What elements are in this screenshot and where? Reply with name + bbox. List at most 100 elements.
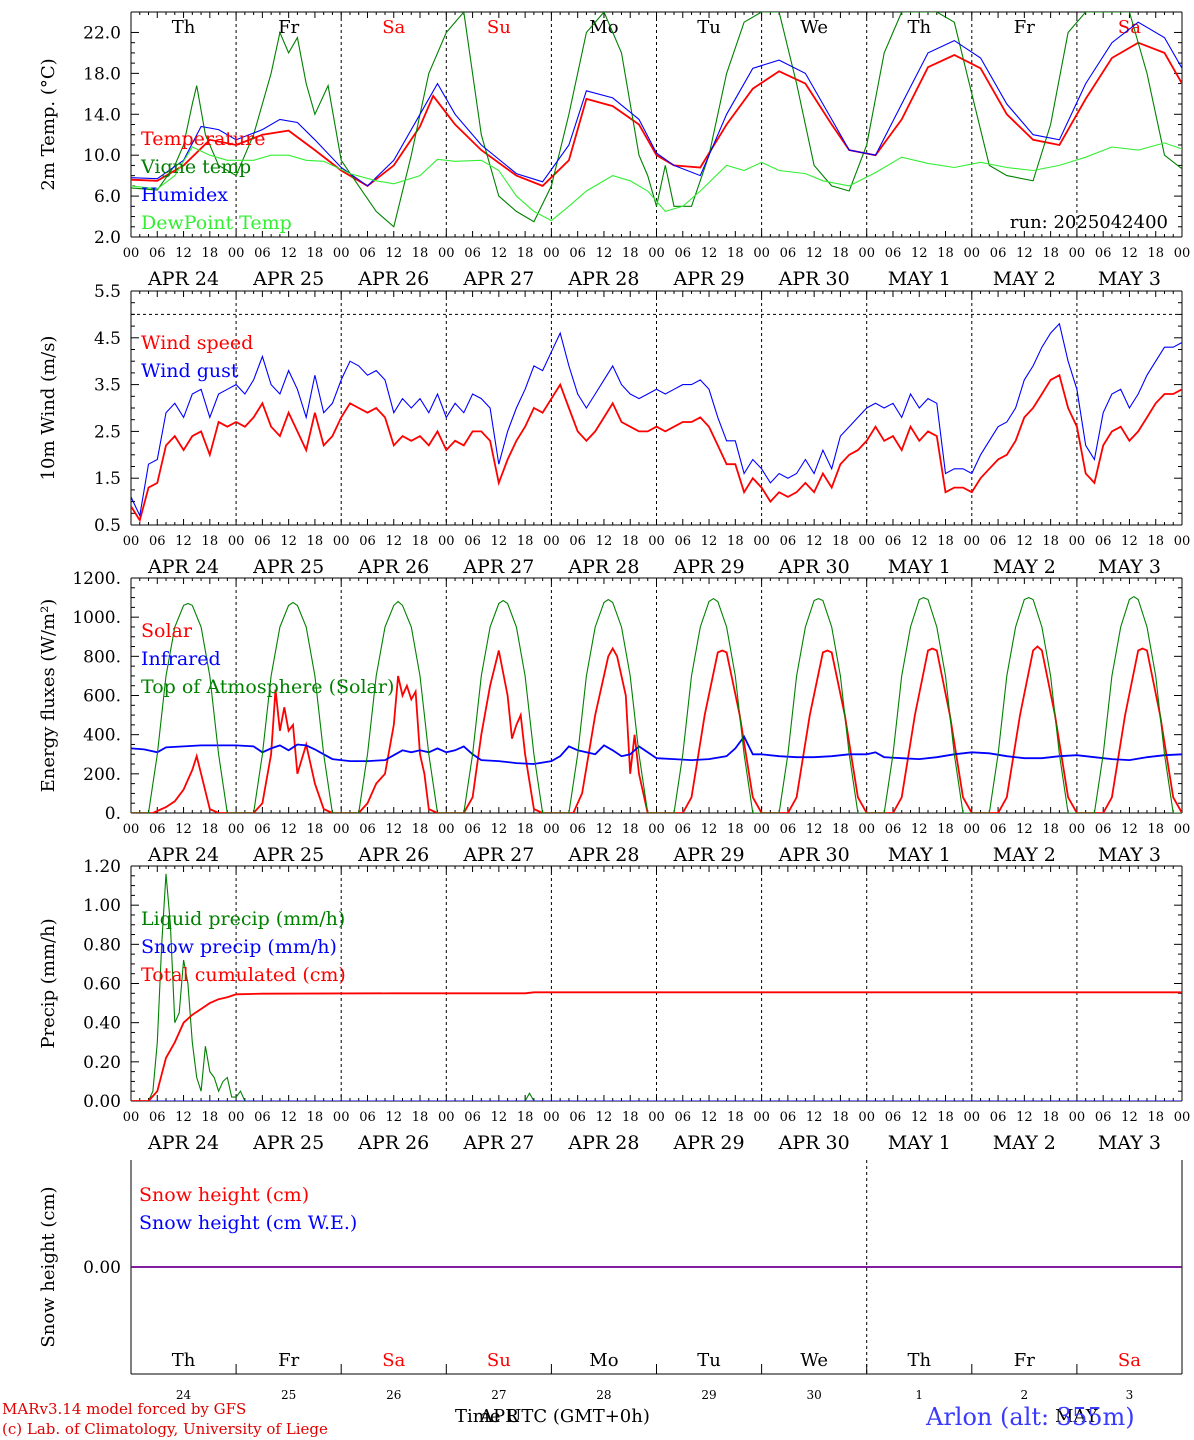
hour-tick-label: 06 xyxy=(569,534,586,549)
hour-tick-label: 00 xyxy=(228,534,245,549)
panel-4: 0.00 0.20 0.40 0.60 0.80 1.00 1.20 00 06 12 18 00 06… xyxy=(38,857,1190,1154)
hour-tick-label: 12 xyxy=(491,246,508,261)
hour-tick-label: 00 xyxy=(543,534,560,549)
y-tick-label: 800. xyxy=(83,647,121,667)
hour-tick-label: 00 xyxy=(964,1110,981,1125)
date-label: MAY 1 xyxy=(888,268,951,290)
hour-tick-label: 18 xyxy=(727,1110,744,1125)
legend-entry: Temperature xyxy=(141,128,265,150)
date-label: MAY 1 xyxy=(888,556,951,578)
hour-tick-label: 00 xyxy=(964,822,981,837)
station-label: Arlon (alt: 355m) xyxy=(926,1403,1135,1431)
hour-tick-label: 12 xyxy=(1121,534,1138,549)
hour-tick-label: 12 xyxy=(911,822,928,837)
weekday-label: Sa xyxy=(382,1350,405,1371)
date-label: APR 30 xyxy=(778,844,850,866)
y-tick-label: 3.5 xyxy=(94,376,121,396)
y-axis-label: 10m Wind (m/s) xyxy=(38,336,59,481)
hour-tick-label: 12 xyxy=(491,822,508,837)
legend-entry: DewPoint Temp xyxy=(141,212,292,234)
series-line-humidex xyxy=(131,21,1182,187)
hour-tick-label: 12 xyxy=(806,822,823,837)
hour-tick-label: 12 xyxy=(596,822,613,837)
legend-entry: Humidex xyxy=(141,184,228,206)
hour-tick-label: 06 xyxy=(1095,822,1112,837)
hour-tick-label: 18 xyxy=(307,534,324,549)
hour-tick-label: 12 xyxy=(596,1110,613,1125)
hour-tick-label: 12 xyxy=(1121,822,1138,837)
y-tick-label: 2.0 xyxy=(94,228,121,248)
y-tick-label: 0.80 xyxy=(83,935,121,955)
y-tick-label: 0.00 xyxy=(83,1258,121,1278)
date-label: MAY 2 xyxy=(993,556,1056,578)
hour-tick-label: 00 xyxy=(858,246,875,261)
hour-tick-label: 06 xyxy=(359,1110,376,1125)
hour-tick-label: 06 xyxy=(990,1110,1007,1125)
hour-tick-label: 12 xyxy=(1016,822,1033,837)
hour-tick-label: 18 xyxy=(937,1110,954,1125)
hour-tick-label: 18 xyxy=(1042,1110,1059,1125)
hour-tick-label: 18 xyxy=(1147,246,1164,261)
date-label: APR 25 xyxy=(252,556,324,578)
date-label: MAY 3 xyxy=(1098,556,1161,578)
weekday-label: We xyxy=(800,17,828,38)
hour-tick-label: 12 xyxy=(596,534,613,549)
legend-entry: Top of Atmosphere (Solar) xyxy=(141,676,394,698)
hour-tick-label: 18 xyxy=(832,246,849,261)
x-axis-title: Time UTC (GMT+0h) xyxy=(455,1406,650,1427)
hour-tick-label: 12 xyxy=(491,1110,508,1125)
hour-tick-label: 12 xyxy=(491,534,508,549)
hour-tick-label: 18 xyxy=(937,534,954,549)
hour-tick-label: 18 xyxy=(622,822,639,837)
hour-tick-label: 06 xyxy=(1095,1110,1112,1125)
weekday-label: Th xyxy=(172,17,196,38)
date-label: APR 27 xyxy=(462,844,534,866)
y-tick-label: 0.40 xyxy=(83,1014,121,1034)
date-label: APR 27 xyxy=(462,268,534,290)
hour-tick-label: 12 xyxy=(911,1110,928,1125)
hour-tick-label: 06 xyxy=(464,534,481,549)
hour-tick-label: 06 xyxy=(254,1110,271,1125)
weekday-label: Fr xyxy=(1014,1350,1035,1371)
hour-tick-label: 00 xyxy=(1174,534,1191,549)
day-number-label: 25 xyxy=(281,1388,296,1402)
hour-tick-label: 12 xyxy=(280,534,297,549)
hour-tick-label: 06 xyxy=(464,822,481,837)
weekday-label: Th xyxy=(907,1350,931,1371)
day-number-label: 27 xyxy=(491,1388,506,1402)
date-label: APR 26 xyxy=(357,844,429,866)
date-label: APR 28 xyxy=(567,1132,639,1154)
hour-tick-label: 18 xyxy=(517,246,534,261)
hour-tick-label: 06 xyxy=(780,246,797,261)
hour-tick-label: 00 xyxy=(1174,246,1191,261)
y-tick-label: 0. xyxy=(105,804,121,824)
hour-tick-label: 18 xyxy=(1147,822,1164,837)
hour-tick-label: 06 xyxy=(254,822,271,837)
date-label: MAY 3 xyxy=(1098,268,1161,290)
panel-3: 0. 200. 400. 600. 800. 1000. 1200. 00 06 12 18 00 06… xyxy=(38,569,1190,866)
legend-entry: Liquid precip (mm/h) xyxy=(141,908,345,930)
y-tick-label: 0.60 xyxy=(83,975,121,995)
hour-tick-label: 06 xyxy=(780,1110,797,1125)
hour-tick-label: 12 xyxy=(175,246,192,261)
hour-tick-label: 18 xyxy=(1042,822,1059,837)
hour-tick-label: 00 xyxy=(753,246,770,261)
date-label: APR 26 xyxy=(357,1132,429,1154)
hour-tick-label: 06 xyxy=(254,246,271,261)
hour-tick-label: 00 xyxy=(543,1110,560,1125)
series-line-liquid-precip-mm-h- xyxy=(131,873,1182,1101)
hour-tick-label: 00 xyxy=(753,822,770,837)
hour-tick-label: 00 xyxy=(648,246,665,261)
y-tick-label: 14.0 xyxy=(83,105,121,125)
hour-tick-label: 00 xyxy=(333,822,350,837)
hour-tick-label: 00 xyxy=(123,822,140,837)
day-number-label: 26 xyxy=(386,1388,401,1402)
hour-tick-label: 06 xyxy=(569,822,586,837)
hour-tick-label: 00 xyxy=(753,1110,770,1125)
hour-tick-label: 06 xyxy=(464,1110,481,1125)
hour-tick-label: 00 xyxy=(648,1110,665,1125)
y-tick-label: 0.00 xyxy=(83,1092,121,1112)
hour-tick-label: 00 xyxy=(1069,1110,1086,1125)
weekday-label: Tu xyxy=(697,1350,721,1371)
run-label: run: 2025042400 xyxy=(1010,212,1168,233)
